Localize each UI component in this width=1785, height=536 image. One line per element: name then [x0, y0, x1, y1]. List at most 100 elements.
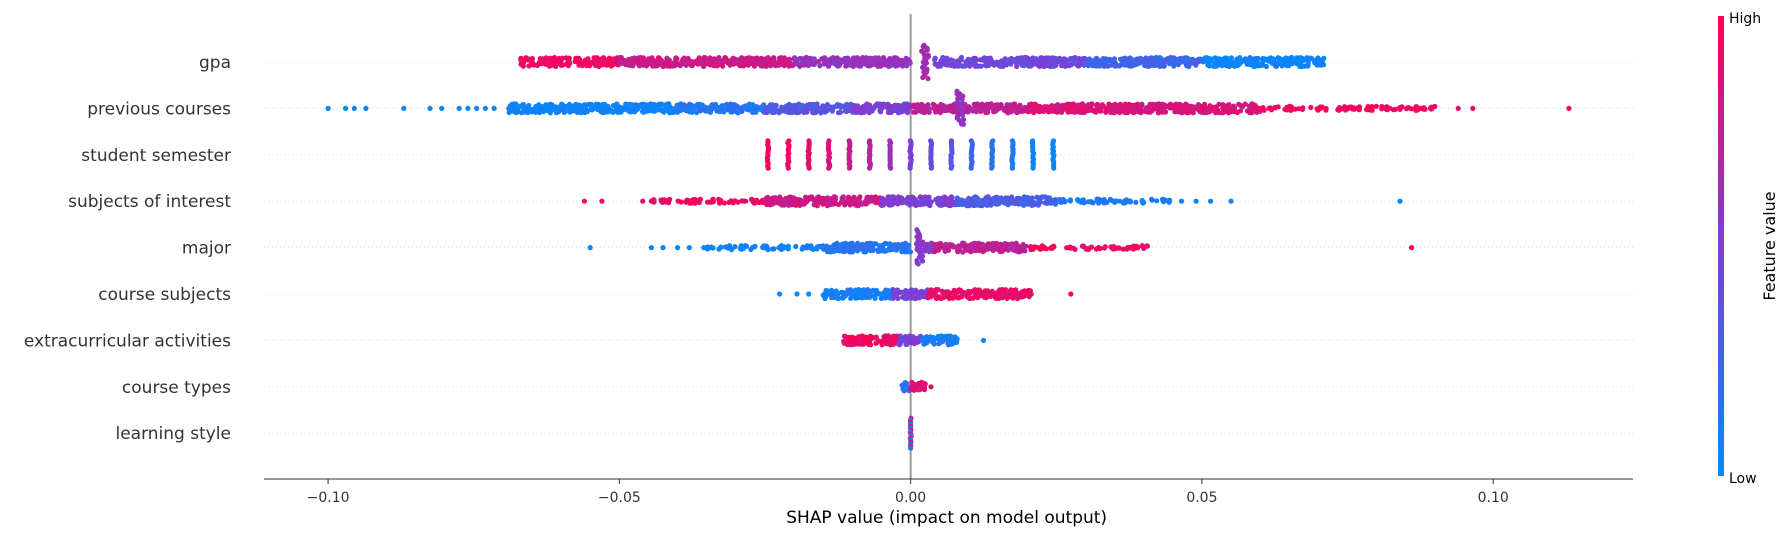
shap-point [1111, 109, 1117, 115]
shap-point [1351, 106, 1358, 112]
shap-point [1037, 103, 1043, 109]
shap-point [627, 62, 633, 68]
shap-point [1120, 246, 1126, 252]
shap-point [506, 109, 512, 116]
shap-point [1026, 294, 1032, 300]
shap-point [887, 342, 894, 348]
shap-point [785, 246, 791, 252]
shap-point [1112, 61, 1118, 67]
shap-point [865, 287, 871, 293]
shap-point [1566, 105, 1572, 111]
shap-point [727, 58, 733, 64]
shap-point [735, 110, 741, 116]
shap-point [904, 249, 910, 255]
shap-point [616, 55, 623, 61]
shap-point [678, 103, 685, 109]
shap-point [1082, 106, 1088, 112]
shap-point [870, 287, 876, 293]
shap-point [648, 108, 654, 114]
shap-point [855, 291, 861, 297]
shap-point [739, 55, 745, 61]
shap-point [1184, 103, 1190, 109]
shap-point [1051, 63, 1057, 69]
shap-point [1236, 101, 1242, 107]
shap-point [776, 110, 782, 116]
shap-point [650, 63, 656, 69]
shap-point [616, 104, 622, 110]
shap-point [792, 109, 798, 115]
shap-point [790, 201, 796, 207]
shap-point [942, 292, 948, 298]
shap-point [658, 61, 664, 68]
shap-point [1077, 59, 1083, 65]
shap-point [885, 241, 891, 247]
shap-point [958, 197, 964, 203]
shap-point [873, 291, 879, 297]
shap-point [883, 294, 889, 300]
shap-point [1033, 56, 1039, 62]
shap-point [954, 100, 960, 106]
shap-point [973, 106, 979, 112]
shap-point [1253, 103, 1259, 109]
shap-points [325, 42, 1572, 451]
shap-point [713, 103, 719, 110]
shap-point [873, 340, 879, 346]
shap-point [842, 201, 848, 208]
shap-point [560, 62, 566, 68]
shap-point [849, 240, 855, 246]
shap-point [1260, 105, 1266, 111]
shap-point [1075, 102, 1081, 108]
shap-point [688, 62, 695, 69]
shap-point [873, 241, 879, 247]
shap-point [806, 165, 812, 171]
shap-point [895, 194, 902, 200]
shap-point [920, 201, 926, 207]
shap-point [1470, 105, 1476, 111]
shap-point [1065, 107, 1071, 113]
shap-point [817, 63, 823, 69]
shap-point [1166, 61, 1173, 67]
shap-point [514, 108, 521, 114]
shap-point [985, 241, 991, 247]
shap-point [888, 165, 894, 171]
shap-point [939, 57, 945, 63]
shap-point [824, 107, 830, 113]
shap-point [640, 198, 646, 204]
shap-point [1039, 55, 1045, 61]
shap-point [1294, 55, 1300, 61]
shap-point [886, 202, 893, 208]
shap-point [822, 56, 828, 63]
shap-point [1308, 55, 1314, 62]
shap-point [968, 165, 974, 171]
shap-point [850, 55, 856, 62]
shap-point [1317, 57, 1323, 63]
shap-point [1173, 106, 1179, 112]
shap-point [1379, 106, 1385, 112]
shap-point [1148, 55, 1154, 61]
shap-point [837, 109, 844, 115]
shap-point [847, 60, 853, 66]
shap-point [581, 198, 588, 204]
shap-point [903, 288, 909, 294]
shap-point [1007, 107, 1013, 113]
shap-point [1234, 60, 1240, 66]
shap-point [730, 200, 736, 206]
shap-point [509, 101, 515, 107]
shap-point [1228, 198, 1234, 204]
shap-point [845, 341, 852, 347]
shap-point [1027, 62, 1033, 68]
shap-point [1158, 63, 1165, 69]
shap-point [1203, 109, 1210, 116]
shap-point [716, 55, 722, 61]
shap-point [804, 243, 810, 249]
shap-point [521, 109, 527, 115]
shap-point [1427, 105, 1434, 111]
shap-point [911, 387, 917, 393]
shap-point [933, 288, 939, 294]
shap-point [719, 103, 725, 109]
shap-point [1036, 195, 1042, 201]
shap-point [520, 63, 527, 69]
shap-point [891, 335, 897, 341]
